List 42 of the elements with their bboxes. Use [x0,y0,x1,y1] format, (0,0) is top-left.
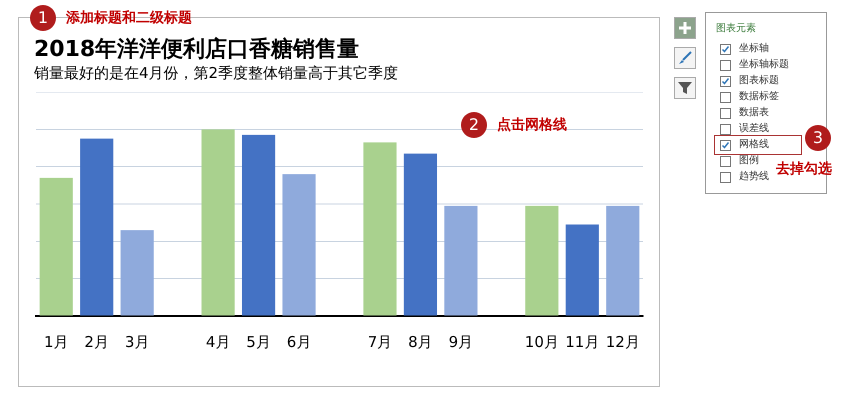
bar [40,178,73,316]
x-tick-label: 8月 [408,332,433,351]
bar [363,142,397,316]
text: 图表元素 [716,22,757,35]
x-tick-label: 3月 [124,332,150,351]
text: 趋势线 [739,170,769,184]
text: 添加标题和二级标题 [66,9,192,27]
x-tick-label: 10月 [524,332,559,351]
text: 1 [30,5,56,31]
text: 坐标轴标题 [739,58,789,72]
annotation: 2 [461,112,487,138]
x-tick-label: 9月 [448,332,474,351]
bar [202,129,235,316]
x-tick-label: 5月 [246,332,271,351]
bar [525,206,558,316]
bar [606,206,640,316]
text: 数据标签 [739,90,779,104]
bar [80,138,114,316]
bar [444,206,478,316]
x-tick-label: 11月 [565,332,600,351]
text: 3 [805,125,831,151]
x-tick-label: 2月 [84,332,109,351]
bar [120,230,154,316]
x-tick-label: 7月 [368,332,392,351]
x-tick-label: 6月 [286,332,312,351]
x-tick-label: 4月 [206,332,230,351]
bar [404,154,438,316]
bar [242,134,276,316]
text: 图例 [739,154,759,168]
x-tick-label: 12月 [606,332,640,351]
text: 去掉勾选 [776,160,832,178]
chart-subtitle: 销量最好的是在4月份，第2季度整体销量高于其它季度 [34,64,398,83]
chart-title: 2018年洋洋便利店口香糖销售量 [34,36,360,64]
x-tick-label: 1月 [44,332,69,351]
bar [566,224,599,316]
text: 误差线 [739,122,769,136]
text: 数据表 [739,106,769,120]
annotation: 点击网格线 [497,116,567,134]
text: 坐标轴 [739,42,769,56]
bar [282,174,316,316]
text: 网格线 [739,138,769,152]
text: 图表标题 [739,74,779,88]
